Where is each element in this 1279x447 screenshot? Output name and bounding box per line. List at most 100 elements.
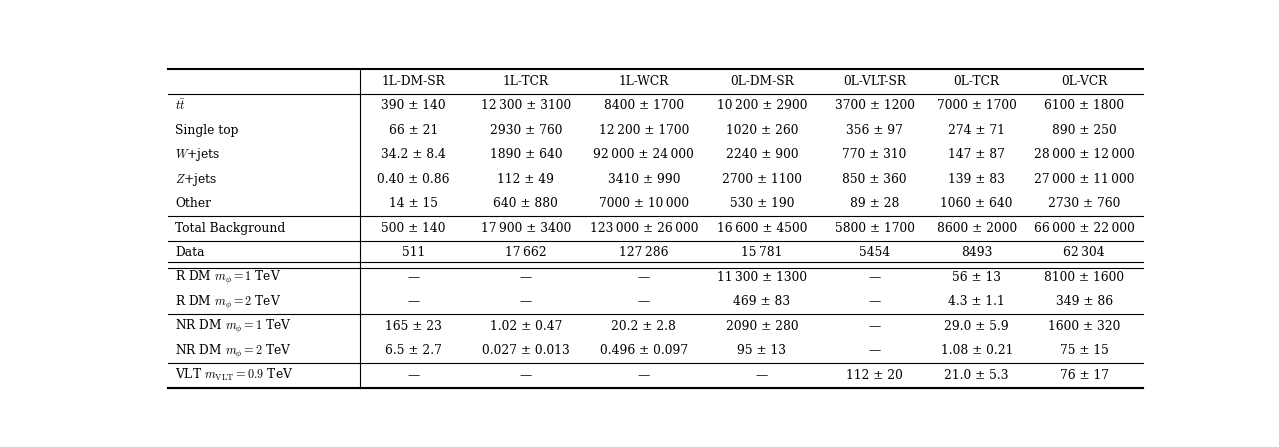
Text: 0L-DM-SR: 0L-DM-SR: [730, 75, 794, 88]
Text: 4.3 ± 1.1: 4.3 ± 1.1: [948, 295, 1005, 308]
Text: $W$+jets: $W$+jets: [175, 146, 221, 163]
Text: 1020 ± 260: 1020 ± 260: [725, 124, 798, 137]
Text: 5454: 5454: [859, 246, 890, 259]
Text: —: —: [868, 271, 881, 284]
Text: 1.08 ± 0.21: 1.08 ± 0.21: [940, 344, 1013, 357]
Text: 349 ± 86: 349 ± 86: [1055, 295, 1113, 308]
Text: VLT $m_{\mathrm{VLT}} = 0.9$ TeV: VLT $m_{\mathrm{VLT}} = 0.9$ TeV: [175, 367, 294, 383]
Text: 1L-TCR: 1L-TCR: [503, 75, 549, 88]
Text: 29.0 ± 5.9: 29.0 ± 5.9: [944, 320, 1009, 333]
Text: 890 ± 250: 890 ± 250: [1051, 124, 1117, 137]
Text: 20.2 ± 2.8: 20.2 ± 2.8: [611, 320, 677, 333]
Text: 76 ± 17: 76 ± 17: [1060, 369, 1109, 382]
Text: 1060 ± 640: 1060 ± 640: [940, 197, 1013, 211]
Text: 10 200 ± 2900: 10 200 ± 2900: [716, 99, 807, 112]
Text: 8600 ± 2000: 8600 ± 2000: [936, 222, 1017, 235]
Text: 34.2 ± 8.4: 34.2 ± 8.4: [381, 148, 445, 161]
Text: 390 ± 140: 390 ± 140: [381, 99, 445, 112]
Text: —: —: [868, 344, 881, 357]
Text: 17 900 ± 3400: 17 900 ± 3400: [481, 222, 572, 235]
Text: 89 ± 28: 89 ± 28: [849, 197, 899, 211]
Text: —: —: [638, 271, 650, 284]
Text: 11 300 ± 1300: 11 300 ± 1300: [716, 271, 807, 284]
Text: 12 300 ± 3100: 12 300 ± 3100: [481, 99, 570, 112]
Text: 511: 511: [402, 246, 425, 259]
Text: 1L-DM-SR: 1L-DM-SR: [381, 75, 445, 88]
Text: 75 ± 15: 75 ± 15: [1060, 344, 1109, 357]
Text: 2240 ± 900: 2240 ± 900: [725, 148, 798, 161]
Text: 469 ± 83: 469 ± 83: [733, 295, 790, 308]
Text: $Z$+jets: $Z$+jets: [175, 171, 217, 188]
Text: 6100 ± 1800: 6100 ± 1800: [1044, 99, 1124, 112]
Text: 7000 ± 10 000: 7000 ± 10 000: [599, 197, 689, 211]
Text: Total Background: Total Background: [175, 222, 285, 235]
Text: 112 ± 20: 112 ± 20: [847, 369, 903, 382]
Text: 500 ± 140: 500 ± 140: [381, 222, 445, 235]
Text: 8400 ± 1700: 8400 ± 1700: [604, 99, 684, 112]
Text: 1L-WCR: 1L-WCR: [619, 75, 669, 88]
Text: 2730 ± 760: 2730 ± 760: [1048, 197, 1120, 211]
Text: 8493: 8493: [961, 246, 993, 259]
Text: 112 ± 49: 112 ± 49: [498, 173, 554, 186]
Text: 6.5 ± 2.7: 6.5 ± 2.7: [385, 344, 441, 357]
Text: 0L-VLT-SR: 0L-VLT-SR: [843, 75, 906, 88]
Text: 2090 ± 280: 2090 ± 280: [725, 320, 798, 333]
Text: R DM $m_{\phi} = 1$ TeV: R DM $m_{\phi} = 1$ TeV: [175, 268, 281, 286]
Text: 274 ± 71: 274 ± 71: [948, 124, 1005, 137]
Text: 123 000 ± 26 000: 123 000 ± 26 000: [590, 222, 698, 235]
Text: Other: Other: [175, 197, 211, 211]
Text: 14 ± 15: 14 ± 15: [389, 197, 437, 211]
Text: —: —: [519, 295, 532, 308]
Text: —: —: [407, 271, 420, 284]
Text: 66 ± 21: 66 ± 21: [389, 124, 437, 137]
Text: 28 000 ± 12 000: 28 000 ± 12 000: [1033, 148, 1134, 161]
Text: 17 662: 17 662: [505, 246, 546, 259]
Text: —: —: [519, 271, 532, 284]
Text: 2930 ± 760: 2930 ± 760: [490, 124, 563, 137]
Text: $t\bar{t}$: $t\bar{t}$: [175, 98, 187, 114]
Text: NR DM $m_{\phi} = 2$ TeV: NR DM $m_{\phi} = 2$ TeV: [175, 342, 293, 360]
Text: 95 ± 13: 95 ± 13: [738, 344, 787, 357]
Text: 56 ± 13: 56 ± 13: [953, 271, 1001, 284]
Text: Single top: Single top: [175, 124, 239, 137]
Text: 16 600 ± 4500: 16 600 ± 4500: [716, 222, 807, 235]
Text: Data: Data: [175, 246, 205, 259]
Text: 850 ± 360: 850 ± 360: [843, 173, 907, 186]
Text: 139 ± 83: 139 ± 83: [948, 173, 1005, 186]
Text: 62 304: 62 304: [1063, 246, 1105, 259]
Text: 8100 ± 1600: 8100 ± 1600: [1044, 271, 1124, 284]
Text: 0.40 ± 0.86: 0.40 ± 0.86: [377, 173, 449, 186]
Text: 15 781: 15 781: [742, 246, 783, 259]
Text: 1600 ± 320: 1600 ± 320: [1048, 320, 1120, 333]
Text: 0.027 ± 0.013: 0.027 ± 0.013: [482, 344, 570, 357]
Text: 92 000 ± 24 000: 92 000 ± 24 000: [593, 148, 694, 161]
Text: 3410 ± 990: 3410 ± 990: [608, 173, 680, 186]
Text: 7000 ± 1700: 7000 ± 1700: [936, 99, 1017, 112]
Text: 0L-VCR: 0L-VCR: [1062, 75, 1108, 88]
Text: —: —: [407, 369, 420, 382]
Text: 21.0 ± 5.3: 21.0 ± 5.3: [944, 369, 1009, 382]
Text: 640 ± 880: 640 ± 880: [494, 197, 559, 211]
Text: 770 ± 310: 770 ± 310: [843, 148, 907, 161]
Text: 5800 ± 1700: 5800 ± 1700: [835, 222, 914, 235]
Text: 165 ± 23: 165 ± 23: [385, 320, 441, 333]
Text: —: —: [868, 320, 881, 333]
Text: 2700 ± 1100: 2700 ± 1100: [721, 173, 802, 186]
Text: R DM $m_{\phi} = 2$ TeV: R DM $m_{\phi} = 2$ TeV: [175, 293, 281, 311]
Text: 66 000 ± 22 000: 66 000 ± 22 000: [1033, 222, 1134, 235]
Text: 1890 ± 640: 1890 ± 640: [490, 148, 563, 161]
Text: —: —: [638, 295, 650, 308]
Text: —: —: [638, 369, 650, 382]
Text: 12 200 ± 1700: 12 200 ± 1700: [599, 124, 689, 137]
Text: 356 ± 97: 356 ± 97: [847, 124, 903, 137]
Text: 147 ± 87: 147 ± 87: [948, 148, 1005, 161]
Text: 0L-TCR: 0L-TCR: [954, 75, 1000, 88]
Text: 3700 ± 1200: 3700 ± 1200: [835, 99, 914, 112]
Text: 127 286: 127 286: [619, 246, 669, 259]
Text: 1.02 ± 0.47: 1.02 ± 0.47: [490, 320, 561, 333]
Text: 0.496 ± 0.097: 0.496 ± 0.097: [600, 344, 688, 357]
Text: —: —: [407, 295, 420, 308]
Text: —: —: [868, 295, 881, 308]
Text: NR DM $m_{\phi} = 1$ TeV: NR DM $m_{\phi} = 1$ TeV: [175, 317, 293, 335]
Text: 27 000 ± 11 000: 27 000 ± 11 000: [1033, 173, 1134, 186]
